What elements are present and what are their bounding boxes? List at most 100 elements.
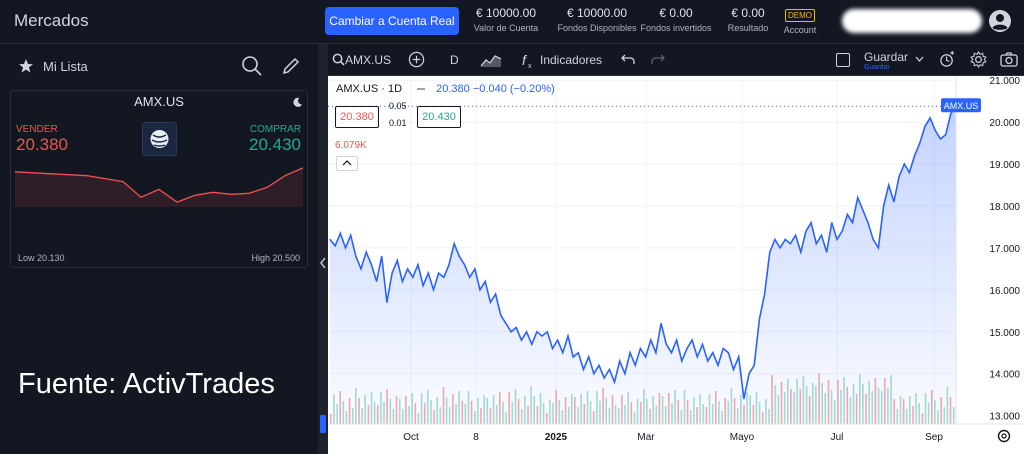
price-point (629, 352, 631, 354)
watchlist-title: Mi Lista (43, 59, 88, 74)
price-point (681, 360, 683, 362)
indicators-button[interactable]: Indicadores (540, 53, 603, 67)
price-sparkline (15, 167, 303, 207)
layout-checkbox[interactable] (836, 53, 850, 67)
buy-price-box[interactable]: 20.430 (417, 106, 461, 128)
price-area-fill (330, 106, 956, 424)
price-point (650, 339, 652, 341)
price-point (888, 184, 890, 186)
price-point (867, 222, 869, 224)
price-point (562, 352, 564, 354)
available-funds-stat: € 10000.00 Fondos Disponibles (549, 6, 645, 33)
legend-title: AMX.US · 1D (336, 83, 403, 95)
price-point (939, 138, 942, 140)
compare-add-icon[interactable] (408, 51, 425, 68)
account-value-label: Valor de Cuenta (473, 23, 539, 33)
user-avatar-icon[interactable] (988, 9, 1012, 33)
price-point (360, 268, 362, 270)
source-watermark: Fuente: ActivTrades (18, 368, 275, 400)
price-point (655, 352, 657, 354)
price-point (914, 155, 916, 157)
price-point (691, 339, 693, 341)
x-tick-label: Mayo (730, 432, 755, 443)
price-point (407, 268, 409, 270)
price-point (432, 289, 435, 291)
spread-value-bottom: 0.01 (389, 118, 407, 128)
price-point (427, 272, 429, 274)
price-point (670, 352, 673, 354)
price-point (686, 347, 688, 350)
watchlist-header: Mi Lista (0, 44, 318, 88)
price-point (634, 364, 636, 366)
price-point (495, 293, 497, 295)
price-chart[interactable]: 13.000 14.000 15.000 16.000 17.000 18.000 19.0… (328, 76, 1024, 454)
high-price: High 20.500 (251, 253, 300, 263)
symbol-search-icon[interactable] (332, 53, 345, 66)
x-tick-label: Sep (925, 432, 943, 443)
available-funds-label: Fondos Disponibles (557, 23, 637, 33)
chart-area[interactable]: 13.000 14.000 15.000 16.000 17.000 18.000 19.0… (328, 76, 1024, 454)
price-point (696, 356, 698, 358)
chart-type-area-icon[interactable] (480, 52, 502, 68)
price-point (660, 322, 662, 324)
price-point (463, 264, 466, 266)
price-point (515, 327, 517, 329)
x-tick-label: Mar (637, 432, 655, 443)
price-point (365, 251, 367, 253)
star-icon[interactable] (18, 58, 34, 74)
sell-price-box[interactable]: 20.380 (335, 106, 379, 128)
price-point (826, 251, 828, 253)
price-point (789, 243, 791, 245)
chevron-down-icon[interactable] (915, 56, 924, 62)
search-icon[interactable] (241, 55, 263, 77)
price-point (758, 318, 760, 320)
price-point (831, 222, 833, 224)
spread-value-top: 0.05 (389, 101, 407, 111)
price-point (665, 343, 667, 345)
axis-settings-icon (997, 429, 1011, 443)
legend-collapse-icon[interactable] (415, 84, 427, 94)
account-value: € 10000.00 (475, 6, 537, 20)
price-point (645, 356, 647, 358)
legend-toggle-button[interactable] (336, 156, 358, 171)
redo-icon[interactable] (650, 53, 666, 66)
undo-icon[interactable] (620, 53, 636, 66)
low-price: Low 20.130 (18, 253, 65, 263)
price-point (603, 377, 605, 379)
settings-gear-icon[interactable] (970, 51, 987, 68)
price-point (350, 234, 352, 236)
price-point (469, 276, 471, 278)
alert-clock-icon[interactable] (939, 51, 956, 68)
price-point (820, 234, 823, 236)
price-point (908, 171, 911, 173)
price-point (422, 285, 424, 287)
toolbar-symbol[interactable]: AMX.US (345, 53, 392, 67)
price-point (898, 176, 900, 178)
switch-real-account-button[interactable]: Cambiar a Cuenta Real (325, 7, 459, 35)
save-button[interactable]: Guardar (864, 50, 909, 64)
price-point (795, 234, 797, 236)
function-fx-icon[interactable]: f x (521, 51, 535, 69)
price-point (722, 347, 724, 350)
scroll-handle[interactable] (320, 415, 326, 433)
instrument-card[interactable]: AMX.US VENDER 20.380 COMPRAR 20.430 Low … (10, 90, 308, 268)
collapse-chevron-icon[interactable] (319, 256, 327, 270)
edit-pencil-icon[interactable] (280, 55, 302, 77)
sell-price[interactable]: 20.380 (16, 135, 68, 154)
price-point (479, 289, 481, 291)
price-point (474, 268, 476, 270)
buy-price[interactable]: 20.430 (249, 135, 301, 154)
watchlist-sidebar: Mi Lista AMX.US VENDER 20.380 COM (0, 44, 318, 454)
sell-label: VENDER (16, 124, 58, 135)
account-menu[interactable]: DEMO Account (780, 5, 820, 35)
x-tick-label: Oct (403, 432, 419, 443)
legend-last-price: 20.380 (436, 83, 470, 95)
price-point (707, 360, 709, 362)
panel-divider[interactable] (318, 44, 328, 454)
camera-screenshot-icon[interactable] (1000, 52, 1018, 67)
interval-button[interactable]: D (450, 53, 459, 67)
price-point (846, 213, 849, 215)
price-point (572, 356, 574, 358)
last-price-badge (941, 98, 981, 113)
price-point (738, 356, 740, 358)
